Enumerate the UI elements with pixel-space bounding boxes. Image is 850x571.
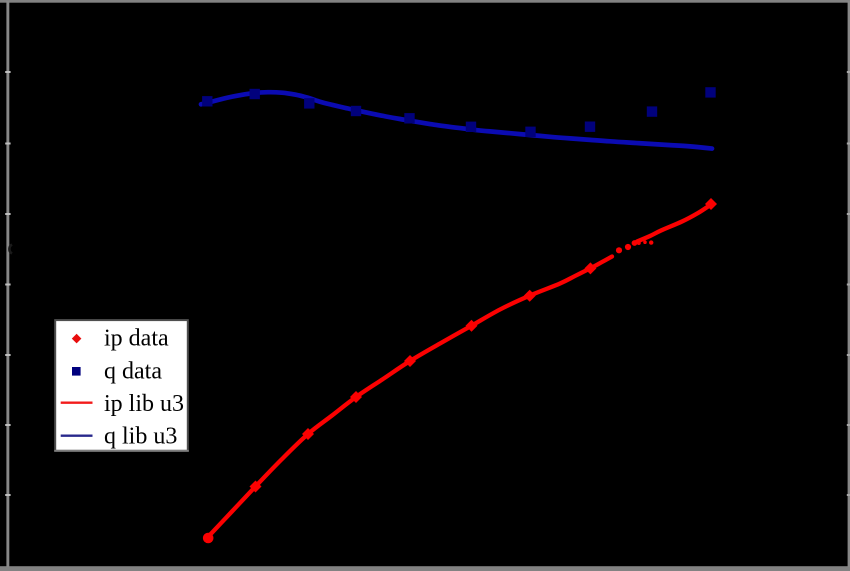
svg-text:q data: q data — [104, 358, 162, 384]
svg-text:ip lib u3: ip lib u3 — [104, 391, 184, 417]
svg-text:ip data: ip data — [104, 326, 169, 352]
svg-text:q lib u3: q lib u3 — [104, 424, 177, 450]
